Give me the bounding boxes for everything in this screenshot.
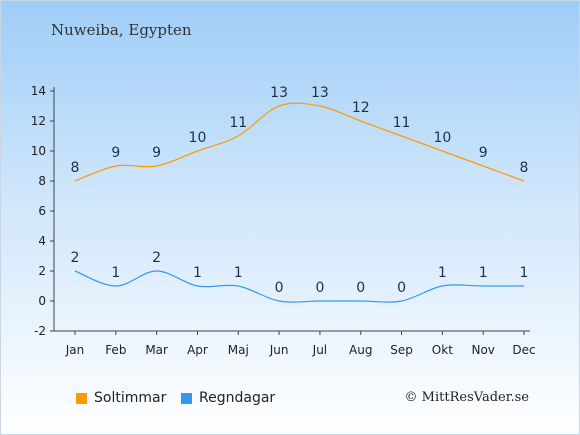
data-label-soltimmar: 10: [189, 130, 207, 146]
data-label-soltimmar: 9: [111, 145, 120, 161]
data-label-soltimmar: 11: [229, 115, 247, 131]
y-tick-label: -2: [34, 324, 46, 338]
y-tick-label: 14: [31, 84, 46, 98]
data-label-regndagar: 1: [438, 265, 447, 281]
data-label-regndagar: 1: [479, 265, 488, 281]
x-tick-label: Aug: [349, 343, 372, 357]
x-tick-label: Feb: [105, 343, 126, 357]
y-tick-label: 0: [38, 294, 46, 308]
chart-title: Nuweiba, Egypten: [51, 21, 192, 39]
x-tick-label: Nov: [471, 343, 494, 357]
y-tick-label: 8: [38, 174, 46, 188]
data-label-soltimmar: 12: [352, 100, 370, 116]
x-tick-label: Mar: [145, 343, 168, 357]
data-label-soltimmar: 8: [520, 160, 529, 176]
legend-swatch-soltimmar: [76, 392, 87, 404]
y-tick-label: 4: [38, 234, 46, 248]
x-tick-label: Jan: [65, 343, 85, 357]
data-label-soltimmar: 13: [270, 85, 288, 101]
data-label-regndagar: 0: [315, 280, 324, 296]
legend-item-soltimmar: Soltimmar: [76, 390, 166, 406]
data-label-regndagar: 2: [71, 250, 80, 266]
data-label-regndagar: 0: [275, 280, 284, 296]
y-tick-label: 10: [31, 144, 46, 158]
data-label-soltimmar: 11: [393, 115, 411, 131]
data-label-soltimmar: 9: [152, 145, 161, 161]
x-tick-label: Jul: [312, 343, 327, 357]
data-label-regndagar: 2: [152, 250, 161, 266]
data-label-regndagar: 0: [397, 280, 406, 296]
x-tick-label: Sep: [390, 343, 413, 357]
y-tick-label: 12: [31, 114, 46, 128]
data-label-regndagar: 1: [111, 265, 120, 281]
data-label-soltimmar: 8: [71, 160, 80, 176]
legend-swatch-regndagar: [181, 392, 192, 404]
legend-label-regndagar: Regndagar: [199, 390, 276, 406]
series-line-soltimmar: [74, 102, 525, 182]
x-tick-label: Maj: [228, 343, 249, 357]
data-label-regndagar: 1: [234, 265, 243, 281]
data-label-soltimmar: 9: [479, 145, 488, 161]
x-tick-label: Apr: [187, 343, 208, 357]
x-tick-label: Okt: [432, 343, 453, 357]
x-tick-label: Jun: [269, 343, 289, 357]
credit-text: © MittResVader.se: [404, 390, 529, 405]
x-tick-label: Dec: [512, 343, 535, 357]
data-label-regndagar: 0: [356, 280, 365, 296]
legend-item-regndagar: Regndagar: [181, 390, 275, 406]
data-label-soltimmar: 10: [433, 130, 451, 146]
legend-label-soltimmar: Soltimmar: [94, 390, 167, 406]
data-label-soltimmar: 13: [311, 85, 329, 101]
y-tick-label: 6: [38, 204, 46, 218]
y-tick-label: 2: [38, 264, 46, 278]
series-line-regndagar: [74, 270, 524, 303]
data-label-regndagar: 1: [520, 265, 529, 281]
data-label-regndagar: 1: [193, 265, 202, 281]
